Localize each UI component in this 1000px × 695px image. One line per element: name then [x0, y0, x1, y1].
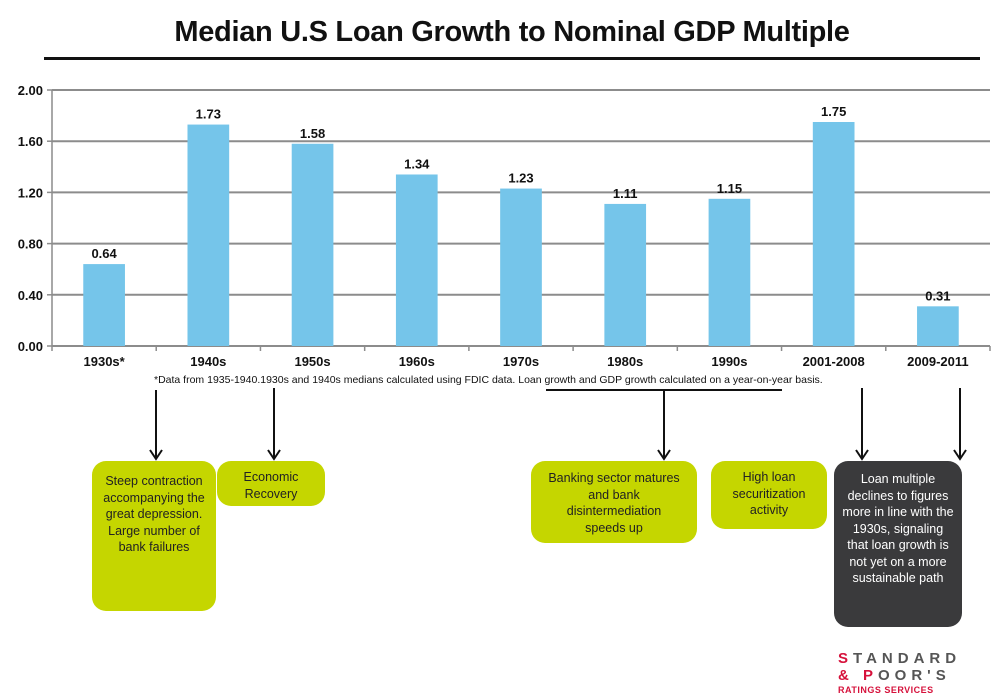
x-tick-label: 1980s: [607, 354, 643, 369]
x-tick-label: 1950s: [294, 354, 330, 369]
x-tick-label: 2009-2011: [907, 354, 968, 369]
chart-footnote: *Data from 1935-1940.1930s and 1940s med…: [154, 374, 823, 386]
y-tick-label: 0.00: [18, 339, 43, 354]
data-label: 1.58: [300, 126, 325, 141]
y-tick-label: 1.20: [18, 185, 43, 200]
logo-standard: TANDARD: [853, 650, 962, 667]
arrowhead-1940s: [267, 449, 281, 461]
data-label: 1.15: [717, 181, 742, 196]
arrowhead-1930s: [149, 449, 163, 461]
arrowhead-2001-2008: [855, 449, 869, 461]
y-tick-label: 0.40: [18, 288, 43, 303]
bar-chart: 0.00 0.40 0.80 1.20 1.60 2.00 0.64 1930s* 1.73 19…: [18, 83, 991, 369]
data-label: 0.64: [91, 246, 117, 261]
y-tick-label: 0.80: [18, 237, 43, 252]
arrowhead-2009-2011: [953, 449, 967, 461]
arrowhead-1980s: [657, 449, 671, 461]
bar-2009-2011: [917, 306, 959, 346]
callout-loan-securitization: High loan securitization activity: [711, 461, 827, 529]
x-tick-label: 1990s: [711, 354, 747, 369]
y-tick-label: 1.60: [18, 134, 43, 149]
callout-arrows: [149, 388, 967, 461]
sp-logo: STANDARD & POOR'S RATINGS SERVICES: [838, 650, 961, 695]
data-label: 1.34: [404, 156, 430, 171]
bar-1970s: [500, 188, 542, 346]
data-label: 1.73: [196, 107, 221, 122]
logo-amp-p: & P: [838, 667, 879, 684]
callout-great-depression: Steep contraction accompanying the great…: [92, 461, 216, 611]
bar-2001-2008: [812, 122, 855, 346]
bar-1960s: [395, 174, 438, 346]
x-tick-label: 1930s*: [84, 354, 126, 369]
logo-ratings-services: RATINGS SERVICES: [838, 685, 934, 695]
callout-banking-matures: Banking sector matures and bank disinter…: [531, 461, 697, 543]
callout-economic-recovery: Economic Recovery: [217, 461, 325, 506]
bar-1990s: [708, 198, 751, 346]
x-tick-label: 1970s: [503, 354, 539, 369]
x-tick-label: 1960s: [399, 354, 435, 369]
bar-1930s: [83, 264, 125, 346]
logo-poors: OOR'S: [878, 667, 951, 684]
data-label: 1.11: [613, 186, 638, 201]
bar-1950s: [291, 143, 334, 346]
logo-letter-s: S: [838, 650, 854, 667]
bar-1980s: [604, 203, 647, 346]
data-label: 1.23: [508, 171, 533, 186]
x-tick-label: 2001-2008: [803, 354, 865, 369]
data-label: 1.75: [821, 104, 846, 119]
chart-title: Median U.S Loan Growth to Nominal GDP Mu…: [174, 16, 850, 48]
callout-loan-multiple-declines: Loan multiple declines to figures more i…: [834, 461, 962, 627]
data-label: 0.31: [925, 288, 950, 303]
bar-1940s: [187, 124, 230, 346]
y-tick-label: 2.00: [18, 83, 43, 98]
x-tick-label: 1940s: [190, 354, 226, 369]
title-underline: [44, 57, 980, 60]
